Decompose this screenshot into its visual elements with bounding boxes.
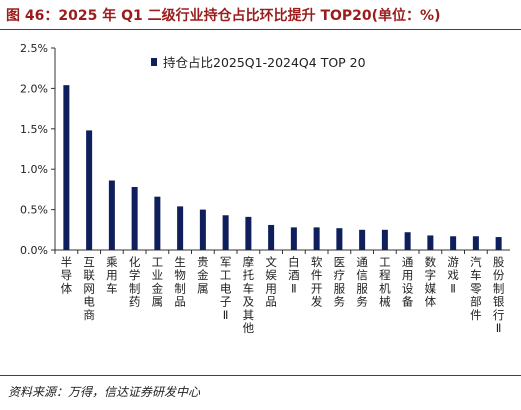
y-tick-label: 1.5% xyxy=(20,123,48,136)
x-tick-label: 医疗服务 xyxy=(334,255,346,309)
x-tick-label: 白酒 Ⅱ xyxy=(288,255,300,295)
title-bar: 图 46：2025 年 Q1 二级行业持仓占比环比提升 TOP20(单位：%) xyxy=(0,0,521,30)
x-tick-label: 数字媒体 xyxy=(425,255,437,309)
bar xyxy=(86,130,93,250)
x-tick-label: 互联网电商 xyxy=(83,255,95,322)
bar xyxy=(131,186,138,250)
x-tick-label: 工程机械 xyxy=(379,255,391,309)
y-tick-label: 0.0% xyxy=(20,244,48,257)
bar xyxy=(222,215,229,250)
legend-swatch xyxy=(151,58,157,66)
title-divider xyxy=(0,29,521,30)
bar xyxy=(245,216,252,250)
bar xyxy=(404,232,411,250)
x-tick-label: 化学制药 xyxy=(129,255,141,309)
bar xyxy=(108,180,115,250)
x-tick-label: 汽车零部件 xyxy=(470,255,482,322)
bar xyxy=(313,227,320,250)
y-tick-label: 0.5% xyxy=(20,204,48,217)
x-tick-label: 半导体 xyxy=(61,255,73,295)
bar xyxy=(359,229,366,250)
bar xyxy=(472,236,479,250)
bar xyxy=(154,196,161,250)
x-tick-label: 军工电子 Ⅱ xyxy=(220,255,232,322)
x-tick-label: 生物制品 xyxy=(174,255,186,309)
figure-title: 图 46：2025 年 Q1 二级行业持仓占比环比提升 TOP20(单位：%) xyxy=(6,8,441,24)
bar xyxy=(427,235,434,250)
source-note: 资料来源：万得，信达证券研发中心 xyxy=(8,385,201,399)
bar xyxy=(450,236,457,250)
x-tick-label: 股份制银行 Ⅱ xyxy=(493,255,505,335)
x-tick-label: 游戏 Ⅱ xyxy=(447,255,459,295)
bar xyxy=(381,229,388,250)
x-tick-label: 贵金属 xyxy=(197,255,209,295)
y-tick-label: 1.0% xyxy=(20,163,48,176)
source-divider xyxy=(0,375,521,376)
bar xyxy=(336,228,343,250)
x-tick-label: 软件开发 xyxy=(311,255,323,309)
y-tick-label: 2.5% xyxy=(20,42,48,55)
x-tick-label: 工业金属 xyxy=(152,255,164,309)
bar-chart: 0.0%0.5%1.0%1.5%2.0%2.5%半导体互联网电商乘用车化学制药工… xyxy=(20,42,510,335)
x-tick-label: 通信服务 xyxy=(356,255,368,309)
x-tick-label: 文娱用品 xyxy=(265,255,277,309)
bar xyxy=(199,209,206,250)
bar xyxy=(290,227,297,250)
bar xyxy=(495,237,502,250)
legend-label: 持仓占比2025Q1-2024Q4 TOP 20 xyxy=(163,55,366,70)
x-tick-label: 乘用车 xyxy=(106,255,118,295)
x-tick-label: 通用设备 xyxy=(402,255,414,309)
bar xyxy=(268,224,275,250)
y-tick-label: 2.0% xyxy=(20,82,48,95)
x-tick-label: 摩托车及其他 xyxy=(243,255,255,335)
bar xyxy=(177,206,184,250)
bar xyxy=(63,85,70,250)
